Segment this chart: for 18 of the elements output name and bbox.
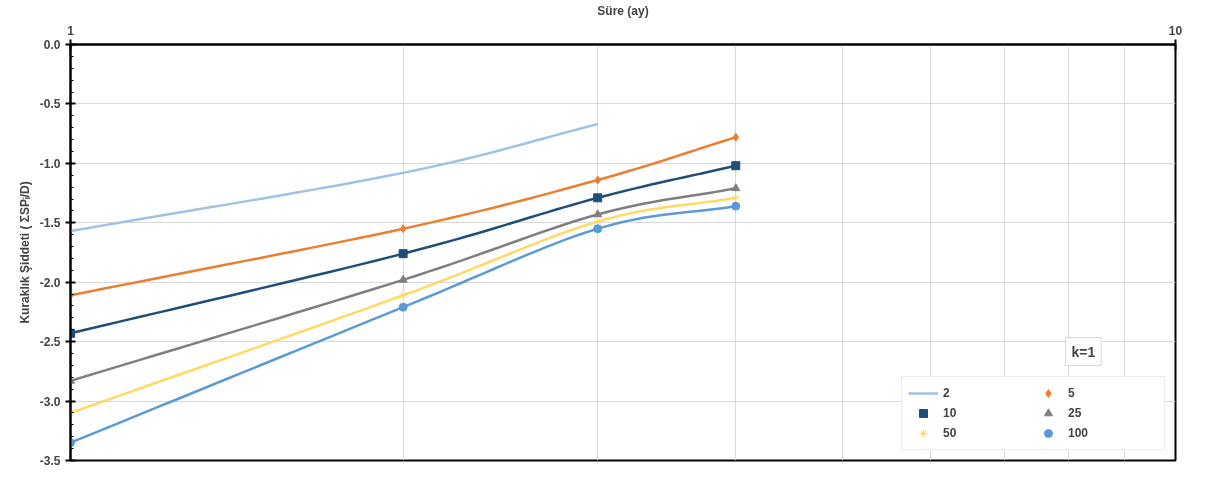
x-tick-label: 1 [67, 23, 75, 38]
y-tick-label: -3.5 [39, 454, 61, 468]
legend-label: 25 [1068, 406, 1083, 420]
legend-label: 2 [943, 386, 951, 400]
y-axis-title: Kuraklık Şiddeti ( ΣSPᵢ/D) [17, 181, 32, 324]
legend-label: 5 [1068, 386, 1076, 400]
y-tick-label: -2.0 [39, 275, 61, 290]
y-tick-label: -3.0 [39, 394, 61, 409]
y-tick-label: -1.5 [39, 216, 61, 231]
y-tick-label: -1.0 [39, 156, 61, 171]
y-tick-label: -0.5 [39, 97, 61, 112]
legend-label: 100 [1068, 426, 1090, 440]
annotation: k=1 [1071, 343, 1096, 360]
x-axis-title: Süre (ay) [597, 3, 649, 18]
legend-label: 50 [943, 426, 958, 440]
legend-label: 10 [943, 406, 958, 420]
y-tick-label: -2.5 [39, 335, 61, 350]
y-tick-label: 0.0 [43, 38, 61, 52]
